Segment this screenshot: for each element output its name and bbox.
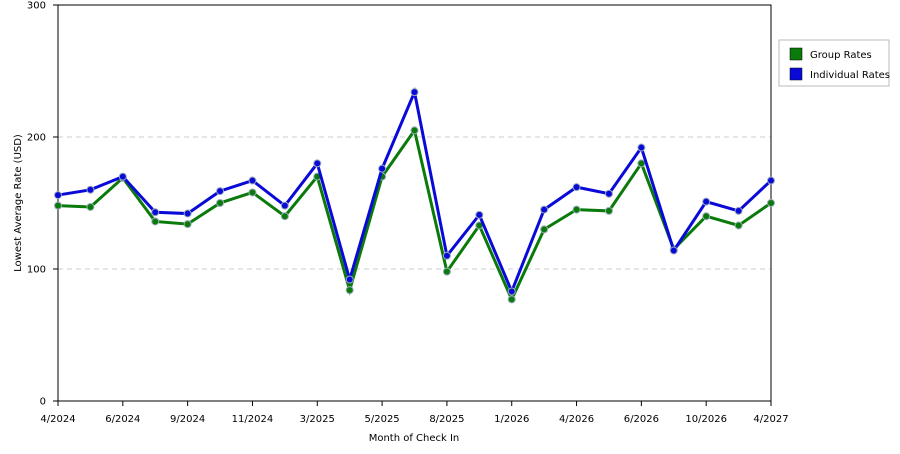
data-point: [280, 201, 289, 210]
x-tick-label: 10/2026: [685, 414, 727, 425]
data-point: [637, 143, 646, 152]
data-point: [734, 206, 743, 215]
y-tick-label: 0: [40, 397, 46, 408]
data-point: [410, 126, 419, 135]
data-point: [216, 187, 225, 196]
x-tick-label: 1/2026: [494, 414, 529, 425]
data-point: [507, 287, 516, 296]
legend-swatch: [789, 67, 803, 81]
data-point: [442, 267, 451, 276]
data-point: [183, 220, 192, 229]
x-tick-label: 4/2027: [753, 414, 788, 425]
data-point: [604, 206, 613, 215]
data-point: [410, 88, 419, 97]
x-tick-label: 11/2024: [232, 414, 274, 425]
data-point: [507, 295, 516, 304]
data-point: [572, 205, 581, 214]
x-axis-label: Month of Check In: [369, 433, 460, 444]
data-point: [54, 191, 62, 200]
data-point: [248, 176, 257, 185]
data-point: [280, 212, 289, 221]
x-tick-label: 3/2025: [300, 414, 335, 425]
data-point: [216, 199, 225, 207]
data-point: [86, 202, 95, 211]
data-point: [345, 286, 354, 295]
y-tick-label: 100: [27, 265, 46, 276]
data-point: [183, 209, 192, 218]
x-tick-label: 8/2025: [429, 414, 464, 425]
x-tick-label: 5/2025: [364, 414, 399, 425]
data-point: [118, 172, 127, 181]
data-point: [475, 210, 484, 219]
legend-label: Individual Rates: [810, 70, 890, 81]
data-point: [637, 159, 646, 168]
x-tick-label: 4/2024: [40, 414, 75, 425]
data-point: [86, 185, 95, 194]
y-tick-label: 200: [27, 133, 46, 144]
legend-label: Group Rates: [810, 50, 872, 61]
x-tick-label: 6/2024: [105, 414, 140, 425]
data-point: [702, 197, 711, 206]
data-point: [540, 205, 549, 214]
legend-swatch: [789, 47, 803, 61]
series-line: [57, 87, 773, 296]
x-tick-label: 6/2026: [624, 414, 659, 425]
y-tick-label: 300: [27, 1, 46, 12]
data-point: [604, 189, 613, 198]
data-point: [54, 201, 62, 210]
data-point: [734, 221, 743, 230]
data-point: [442, 251, 451, 260]
data-point: [151, 208, 160, 217]
data-point: [669, 246, 678, 255]
data-point: [345, 275, 354, 284]
data-point: [702, 212, 711, 221]
data-point: [378, 164, 387, 173]
x-tick-label: 4/2026: [559, 414, 594, 425]
data-point: [540, 225, 549, 234]
plot-frame: [57, 4, 772, 402]
data-point: [313, 159, 322, 168]
x-tick-label: 9/2024: [170, 414, 205, 425]
data-point: [767, 199, 775, 207]
data-point: [767, 176, 775, 185]
data-point: [151, 217, 160, 226]
data-point: [572, 183, 581, 192]
data-point: [248, 188, 257, 197]
y-axis-label: Lowest Average Rate (USD): [13, 134, 24, 272]
